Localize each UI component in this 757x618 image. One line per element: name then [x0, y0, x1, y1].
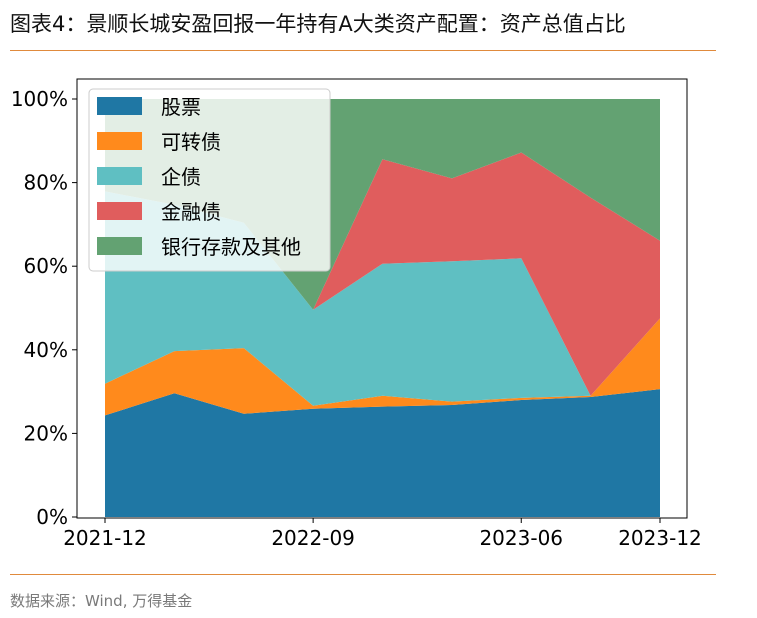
- y-axis: 0% 20% 40% 60% 80% 100%: [11, 87, 77, 529]
- legend-label: 企债: [161, 165, 201, 189]
- y-tick-label: 20%: [24, 421, 68, 445]
- y-tick-label: 80%: [24, 171, 68, 195]
- y-tick-label: 100%: [11, 87, 68, 111]
- legend-swatch: [97, 167, 142, 185]
- legend-swatch: [97, 237, 142, 255]
- area-series-0: [105, 389, 660, 517]
- legend-swatch: [97, 132, 142, 150]
- legend-box: [88, 88, 331, 272]
- legend-label: 可转债: [161, 130, 221, 154]
- title-divider: [10, 50, 716, 51]
- legend-swatch: [97, 97, 142, 115]
- x-axis: 2021-12 2022-09 2023-06 2023-12: [63, 518, 702, 550]
- x-tick-label: 2021-12: [63, 526, 147, 550]
- source-divider: [10, 574, 716, 575]
- y-tick-label: 0%: [36, 505, 68, 529]
- x-tick-label: 2022-09: [271, 526, 355, 550]
- legend-label: 银行存款及其他: [161, 235, 301, 259]
- x-tick-label: 2023-06: [479, 526, 563, 550]
- plot-frame: [76, 78, 688, 519]
- legend-swatch: [97, 202, 142, 220]
- source-note: 数据来源：Wind, 万得基金: [10, 592, 193, 610]
- x-tick-label: 2023-12: [618, 526, 702, 550]
- y-tick-label: 40%: [24, 338, 68, 362]
- y-tick-label: 60%: [24, 254, 68, 278]
- legend-label: 股票: [161, 95, 201, 119]
- legend-label: 金融债: [161, 200, 221, 224]
- area-series-3: [105, 152, 660, 396]
- stacked-area-chart: 0% 20% 40% 60% 80% 100% 2021-12 2022-09 2023-06…: [11, 78, 702, 550]
- area-series-1: [105, 318, 660, 416]
- chart-title: 图表4：景顺长城安盈回报一年持有A大类资产配置：资产总值占比: [10, 12, 626, 36]
